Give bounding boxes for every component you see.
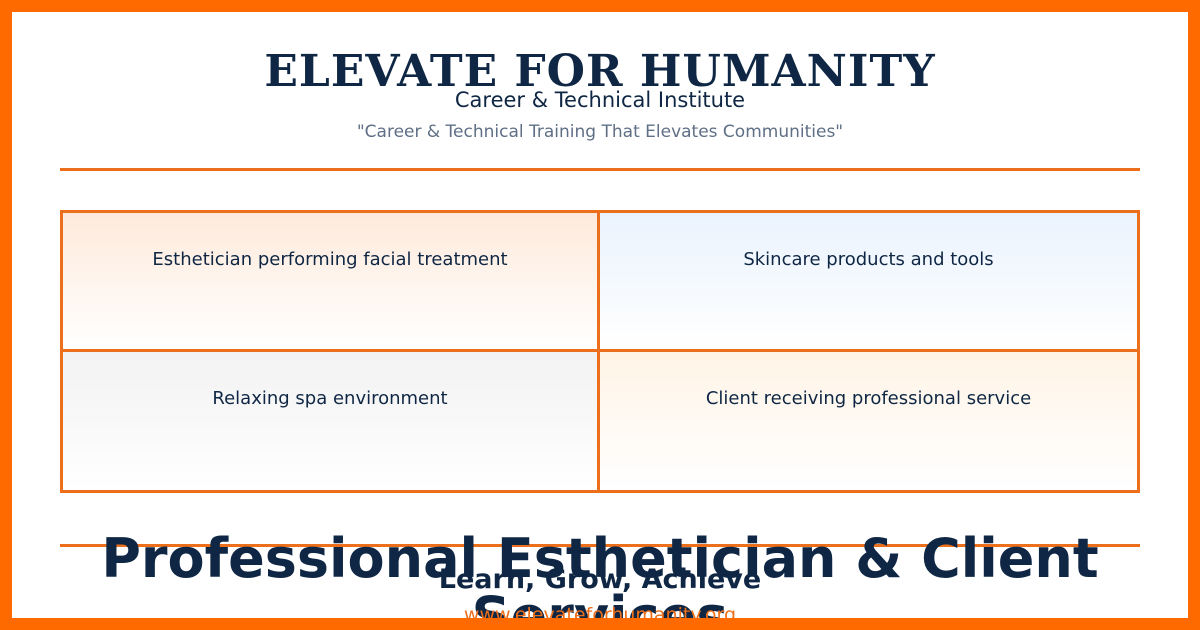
image-placeholder-label: Esthetician performing facial treatment [152,249,508,270]
image-placeholder-label: Skincare products and tools [743,249,994,270]
image-placeholder-grid: Esthetician performing facial treatment … [60,210,1140,493]
image-placeholder-label: Relaxing spa environment [212,387,448,409]
bottom-divider [60,544,1140,547]
image-placeholder-facial: Esthetician performing facial treatment [63,213,600,352]
image-placeholder-label: Client receiving professional service [705,387,1032,409]
slogan: Learn, Grow, Achieve [438,564,762,595]
image-placeholder-client: Client receiving professional service [600,351,1137,490]
brand-title: ELEVATE FOR HUMANITY [264,46,936,97]
program-headline: Professional Esthetician & Client Servic… [101,527,1099,619]
image-placeholder-products: Skincare products and tools [600,213,1137,352]
institute-subtitle: Career & Technical Institute [454,88,746,112]
tagline: "Career & Technical Training That Elevat… [356,122,844,142]
top-divider [60,168,1140,171]
website-url: www.elevateforhumanity.org [463,604,737,618]
banner-card: ELEVATE FOR HUMANITY Career & Technical … [12,12,1188,618]
image-placeholder-spa: Relaxing spa environment [63,351,600,490]
